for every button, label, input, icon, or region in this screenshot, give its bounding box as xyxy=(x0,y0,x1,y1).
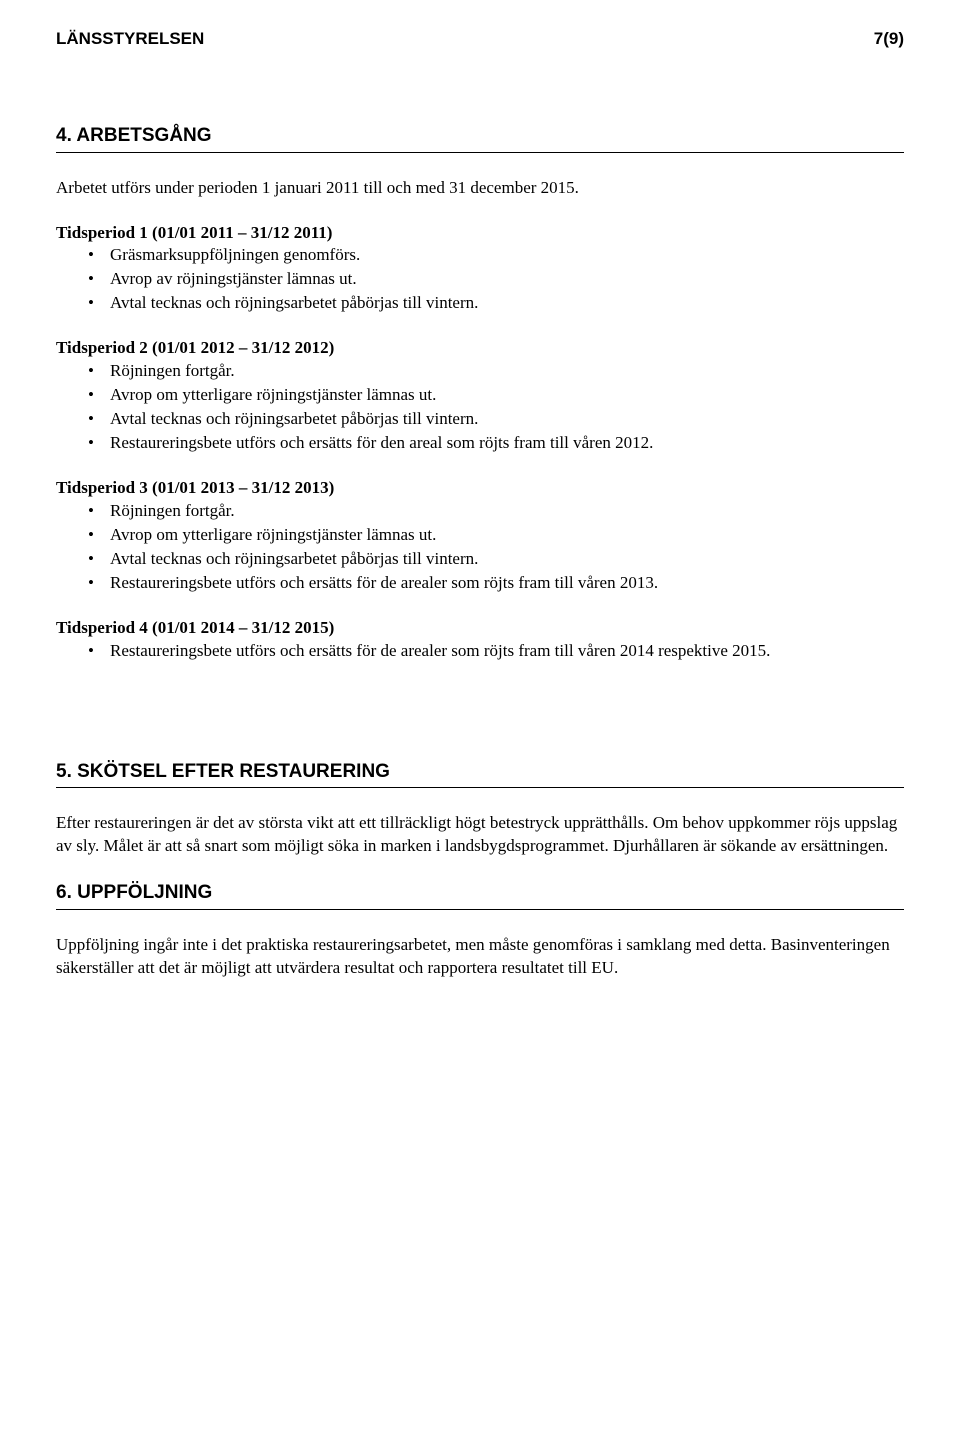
list-item: Röjningen fortgår. xyxy=(88,360,904,383)
list-item: Restaureringsbete utförs och ersätts för… xyxy=(88,432,904,455)
section-4-intro: Arbetet utförs under perioden 1 januari … xyxy=(56,177,904,200)
period-4-list: Restaureringsbete utförs och ersätts för… xyxy=(56,640,904,663)
list-item: Avtal tecknas och röjningsarbetet påbörj… xyxy=(88,408,904,431)
section-4-title: 4. ARBETSGÅNG xyxy=(56,123,904,153)
list-item: Gräsmarksuppföljningen genomförs. xyxy=(88,244,904,267)
period-1: Tidsperiod 1 (01/01 2011 – 31/12 2011) G… xyxy=(56,222,904,316)
list-item: Röjningen fortgår. xyxy=(88,500,904,523)
list-item: Avrop om ytterligare röjningstjänster lä… xyxy=(88,524,904,547)
period-4: Tidsperiod 4 (01/01 2014 – 31/12 2015) R… xyxy=(56,617,904,663)
section-6-body: Uppföljning ingår inte i det praktiska r… xyxy=(56,934,904,980)
org-name: LÄNSSTYRELSEN xyxy=(56,28,204,51)
period-4-title: Tidsperiod 4 (01/01 2014 – 31/12 2015) xyxy=(56,617,904,640)
section-6-title: 6. UPPFÖLJNING xyxy=(56,880,904,910)
list-item: Avtal tecknas och röjningsarbetet påbörj… xyxy=(88,292,904,315)
period-2-list: Röjningen fortgår. Avrop om ytterligare … xyxy=(56,360,904,455)
list-item: Avrop av röjningstjänster lämnas ut. xyxy=(88,268,904,291)
list-item: Avtal tecknas och röjningsarbetet påbörj… xyxy=(88,548,904,571)
list-item: Avrop om ytterligare röjningstjänster lä… xyxy=(88,384,904,407)
period-1-title: Tidsperiod 1 (01/01 2011 – 31/12 2011) xyxy=(56,222,904,245)
page-header: LÄNSSTYRELSEN 7(9) xyxy=(56,28,904,51)
period-3-list: Röjningen fortgår. Avrop om ytterligare … xyxy=(56,500,904,595)
period-3-title: Tidsperiod 3 (01/01 2013 – 31/12 2013) xyxy=(56,477,904,500)
period-1-list: Gräsmarksuppföljningen genomförs. Avrop … xyxy=(56,244,904,315)
list-item: Restaureringsbete utförs och ersätts för… xyxy=(88,640,904,663)
period-3: Tidsperiod 3 (01/01 2013 – 31/12 2013) R… xyxy=(56,477,904,595)
section-5-body: Efter restaureringen är det av största v… xyxy=(56,812,904,858)
list-item: Restaureringsbete utförs och ersätts för… xyxy=(88,572,904,595)
period-2-title: Tidsperiod 2 (01/01 2012 – 31/12 2012) xyxy=(56,337,904,360)
page-number: 7(9) xyxy=(874,28,904,51)
section-5-title: 5. SKÖTSEL EFTER RESTAURERING xyxy=(56,759,904,789)
period-2: Tidsperiod 2 (01/01 2012 – 31/12 2012) R… xyxy=(56,337,904,455)
